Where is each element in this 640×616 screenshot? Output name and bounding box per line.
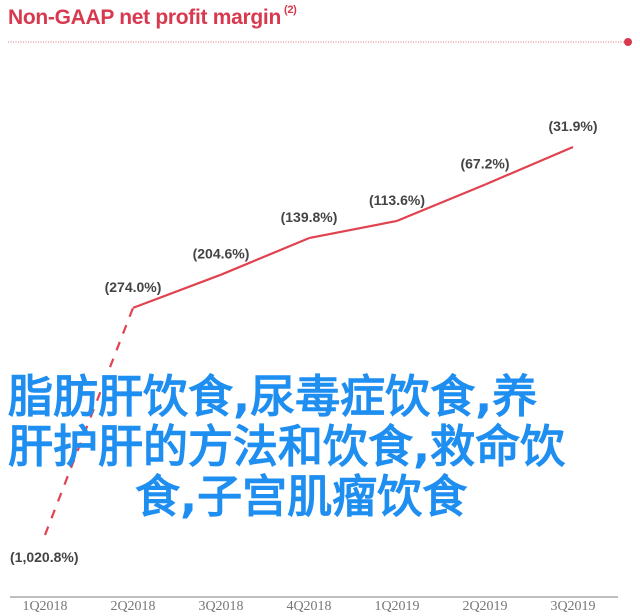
x-tick-label: 3Q2019 bbox=[550, 599, 595, 614]
line-segment bbox=[308, 219, 398, 240]
x-tick-label: 2Q2018 bbox=[110, 599, 155, 614]
x-tick-label: 3Q2018 bbox=[198, 599, 243, 614]
data-label: (204.6%) bbox=[193, 246, 250, 262]
x-tick-label: 2Q2019 bbox=[462, 599, 507, 614]
title-divider-dot bbox=[624, 38, 632, 46]
data-label: (1,020.8%) bbox=[10, 549, 78, 565]
data-label: (113.6%) bbox=[369, 192, 425, 208]
line-segment bbox=[43, 307, 135, 536]
overlay-text-line-1: 脂肪肝饮食,尿毒症饮食,养 bbox=[8, 370, 538, 423]
line-segment bbox=[220, 237, 310, 276]
data-label: (274.0%) bbox=[105, 279, 162, 295]
data-label: (67.2%) bbox=[460, 156, 509, 172]
data-label: (139.8%) bbox=[281, 209, 338, 225]
x-tick-label: 4Q2018 bbox=[286, 599, 331, 614]
line-segment bbox=[484, 145, 574, 186]
overlay-text-line-2: 肝护肝的方法和饮食,救命饮 bbox=[8, 420, 566, 473]
title-footnote: (2) bbox=[283, 4, 297, 16]
line-segment bbox=[132, 273, 222, 309]
line-segment bbox=[396, 183, 486, 222]
x-tick-label: 1Q2019 bbox=[374, 599, 419, 614]
data-label: (31.9%) bbox=[548, 118, 597, 134]
overlay-text-line-3: 食,子宫肌瘤饮食 bbox=[135, 470, 468, 523]
chart-title: Non-GAAP net profit margin (2) bbox=[8, 4, 297, 29]
x-tick-label: 1Q2018 bbox=[22, 599, 67, 614]
